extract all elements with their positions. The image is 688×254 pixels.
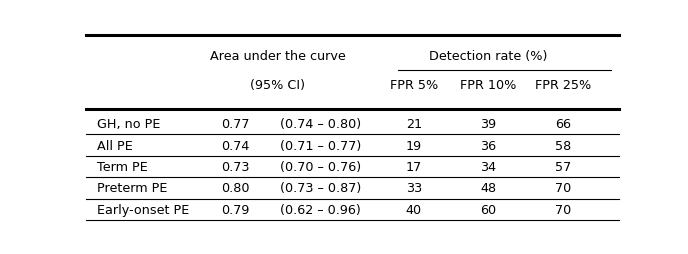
- Text: (0.71 – 0.77): (0.71 – 0.77): [280, 139, 361, 152]
- Text: 58: 58: [555, 139, 571, 152]
- Text: 17: 17: [406, 161, 422, 173]
- Text: 21: 21: [406, 118, 422, 131]
- Text: 48: 48: [480, 182, 497, 195]
- Text: FPR 5%: FPR 5%: [390, 79, 438, 92]
- Text: Area under the curve: Area under the curve: [210, 50, 346, 62]
- Text: 0.79: 0.79: [221, 203, 250, 216]
- Text: Preterm PE: Preterm PE: [96, 182, 167, 195]
- Text: 60: 60: [480, 203, 497, 216]
- Text: (95% CI): (95% CI): [250, 79, 305, 92]
- Text: 34: 34: [480, 161, 497, 173]
- Text: 36: 36: [480, 139, 497, 152]
- Text: (0.74 – 0.80): (0.74 – 0.80): [280, 118, 361, 131]
- Text: 39: 39: [480, 118, 497, 131]
- Text: (0.73 – 0.87): (0.73 – 0.87): [280, 182, 361, 195]
- Text: FPR 25%: FPR 25%: [535, 79, 592, 92]
- Text: (0.62 – 0.96): (0.62 – 0.96): [280, 203, 361, 216]
- Text: 19: 19: [406, 139, 422, 152]
- Text: 66: 66: [555, 118, 571, 131]
- Text: FPR 10%: FPR 10%: [460, 79, 517, 92]
- Text: 70: 70: [555, 182, 571, 195]
- Text: (0.70 – 0.76): (0.70 – 0.76): [280, 161, 361, 173]
- Text: 0.74: 0.74: [221, 139, 250, 152]
- Text: All PE: All PE: [96, 139, 132, 152]
- Text: 0.77: 0.77: [221, 118, 250, 131]
- Text: 40: 40: [406, 203, 422, 216]
- Text: Detection rate (%): Detection rate (%): [429, 50, 548, 62]
- Text: 33: 33: [406, 182, 422, 195]
- Text: Term PE: Term PE: [96, 161, 147, 173]
- Text: 57: 57: [555, 161, 571, 173]
- Text: GH, no PE: GH, no PE: [96, 118, 160, 131]
- Text: 0.73: 0.73: [221, 161, 250, 173]
- Text: 70: 70: [555, 203, 571, 216]
- Text: 0.80: 0.80: [221, 182, 250, 195]
- Text: Early-onset PE: Early-onset PE: [96, 203, 189, 216]
